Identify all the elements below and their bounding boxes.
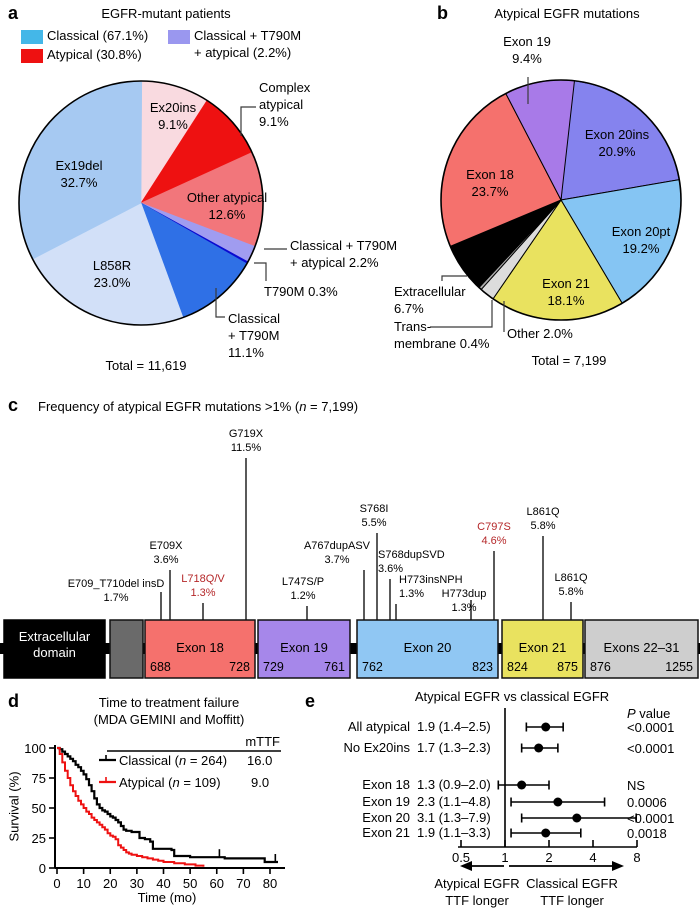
domain-box-exon-19	[257, 619, 351, 679]
pie-a-leader-t790m-0-3	[254, 262, 267, 281]
pie-a-leader-classical	[215, 288, 225, 318]
domain-box-exon-20	[356, 619, 499, 679]
panel-a-title: EGFR-mutant patients	[101, 6, 231, 21]
domain-box-extracellular-domain	[3, 619, 106, 679]
panel-d-title-line2: (MDA GEMINI and Moffitt)	[93, 712, 245, 727]
panel-letter-d: d	[8, 691, 19, 711]
forest-point-all-atypical	[541, 722, 551, 732]
domain-box-exon-18	[144, 619, 256, 679]
panel-e-title: Atypical EGFR vs classical EGFR	[414, 689, 610, 704]
pie-b-leader-extracellular	[441, 275, 467, 281]
panel-d-xaxis-label: Time (mo)	[137, 890, 197, 905]
panel-letter-a: a	[8, 3, 19, 23]
panel-d-title-line1: Time to treatment failure	[98, 695, 240, 710]
panel-b-title: Atypical EGFR mutations	[494, 6, 640, 21]
forest-point-exon-19	[553, 797, 563, 807]
domain-box-exon-21	[501, 619, 584, 679]
forest-point-exon-18	[517, 780, 527, 790]
km-curve-classical	[57, 746, 278, 864]
panel-d-legend-header: mTTF	[245, 734, 280, 749]
forest-point-exon-20	[572, 813, 582, 823]
pie-a-leader-complex	[240, 106, 256, 136]
km-curve-atypical	[57, 747, 205, 867]
forest-arrow-right-head	[612, 861, 624, 871]
panel-letter-b: b	[437, 3, 448, 23]
forest-point-exon-21	[541, 828, 551, 838]
panel-d-title: Time to treatment failure (MDA GEMINI an…	[94, 694, 245, 728]
domain-box-exons-22-31	[584, 619, 699, 679]
panel-b-total: Total = 7,199	[531, 353, 607, 368]
panel-letter-c: c	[8, 395, 19, 415]
panel-a-total: Total = 11,619	[105, 358, 187, 373]
pie-b-outline	[440, 79, 682, 321]
forest-arrow-left-head	[460, 861, 472, 871]
forest-point-no-ex20ins	[534, 743, 544, 753]
domain-box-linker	[109, 619, 144, 679]
panel-letter-e: e	[305, 691, 316, 711]
pie-b-leader-trans	[430, 300, 493, 328]
pie-b-slice-exon-20ins	[560, 79, 680, 201]
panel-d-yaxis-label: Survival (%)	[6, 771, 22, 842]
pie-a-outline	[18, 80, 264, 326]
